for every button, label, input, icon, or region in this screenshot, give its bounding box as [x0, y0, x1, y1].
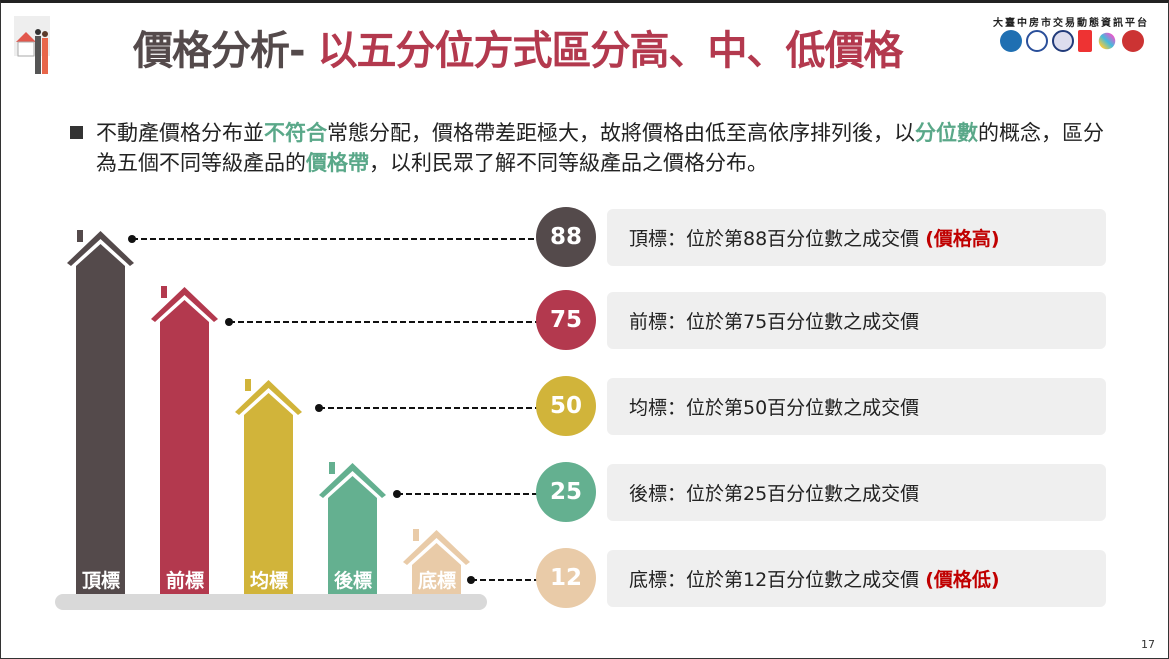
- level-description: 均標：位於第50百分位數之成交價: [607, 378, 1106, 435]
- level-description: 底標：位於第12百分位數之成交價 (價格低): [607, 550, 1106, 607]
- description-text: 底標：位於第12百分位數之成交價: [629, 569, 920, 591]
- org-logo: [1078, 30, 1092, 52]
- text: 不動產價格分布並: [96, 121, 264, 145]
- house-body-75: [160, 300, 209, 594]
- bullet-square-icon: [70, 126, 83, 139]
- partner-logos: [1000, 29, 1144, 53]
- connector-dot: [225, 318, 233, 326]
- brand-name: 大臺中房市交易動態資訊平台: [993, 18, 1149, 29]
- percentile-circle: 75: [536, 290, 596, 350]
- text: ，以利民眾了解不同等級產品之價格分布。: [369, 151, 768, 175]
- description-text: 前標：位於第75百分位數之成交價: [629, 311, 920, 333]
- connector-dot: [393, 490, 401, 498]
- org-logo: [1122, 30, 1144, 52]
- house-label: 前標: [165, 570, 204, 592]
- price-tag: (價格低): [925, 569, 1000, 591]
- ground-bar: [55, 594, 487, 610]
- text: 常態分配，價格帶差距極大，故將價格由低至高依序排列後，以: [327, 121, 915, 145]
- percentile-circle: 12: [536, 548, 596, 608]
- connector-dot: [467, 576, 475, 584]
- house-label: 後標: [333, 570, 372, 592]
- text: 的概念，區分為五個不同等級產品的: [96, 121, 1104, 175]
- house-body-50: [244, 393, 293, 594]
- level-description: 後標：位於第25百分位數之成交價: [607, 464, 1106, 521]
- connector-dot: [128, 235, 136, 243]
- chimney: [245, 379, 251, 391]
- house-roof: [319, 463, 386, 498]
- house-roof: [67, 231, 134, 266]
- org-logo: [1026, 30, 1048, 52]
- house-roof: [235, 380, 302, 415]
- description-text: 均標：位於第50百分位數之成交價: [629, 397, 920, 419]
- chimney: [413, 529, 419, 541]
- connector-dot: [315, 404, 323, 412]
- house-label: 底標: [417, 570, 456, 592]
- level-description: 頂標：位於第88百分位數之成交價 (價格高): [607, 209, 1106, 266]
- highlight: 不符合: [264, 121, 327, 145]
- percentile-circle: 25: [536, 462, 596, 522]
- chimney: [77, 230, 83, 242]
- percentile-circle: 50: [536, 376, 596, 436]
- chimney: [161, 286, 167, 298]
- page-number: 17: [1141, 638, 1155, 651]
- highlight: 分位數: [915, 121, 978, 145]
- description-text: 頂標：位於第88百分位數之成交價: [629, 228, 920, 250]
- house-body-12: [412, 543, 461, 594]
- house-body-88: [76, 244, 125, 594]
- highlight: 價格帶: [306, 151, 369, 175]
- house-people-illustration: [14, 16, 50, 74]
- house-label: 均標: [249, 570, 288, 592]
- tida-logo: [1000, 30, 1022, 52]
- house-roof: [151, 287, 218, 322]
- page-title: 價格分析- 以五分位方式區分高、中、低價格: [133, 18, 904, 76]
- chimney: [329, 462, 335, 474]
- price-tag: (價格高): [925, 228, 1000, 250]
- level-description: 前標：位於第75百分位數之成交價: [607, 292, 1106, 349]
- house-roof: [403, 530, 470, 565]
- percentile-circle: 88: [536, 207, 596, 267]
- house-label: 頂標: [81, 570, 120, 592]
- description-text: 後標：位於第25百分位數之成交價: [629, 483, 920, 505]
- title-main: 以五分位方式區分高、中、低價格: [317, 28, 904, 74]
- description-bullet: 不動產價格分布並不符合常態分配，價格帶差距極大，故將價格由低至高依序排列後，以分…: [70, 118, 1120, 178]
- org-logo: [1052, 30, 1074, 52]
- title-prefix: 價格分析-: [133, 28, 306, 74]
- house-body-25: [328, 476, 377, 594]
